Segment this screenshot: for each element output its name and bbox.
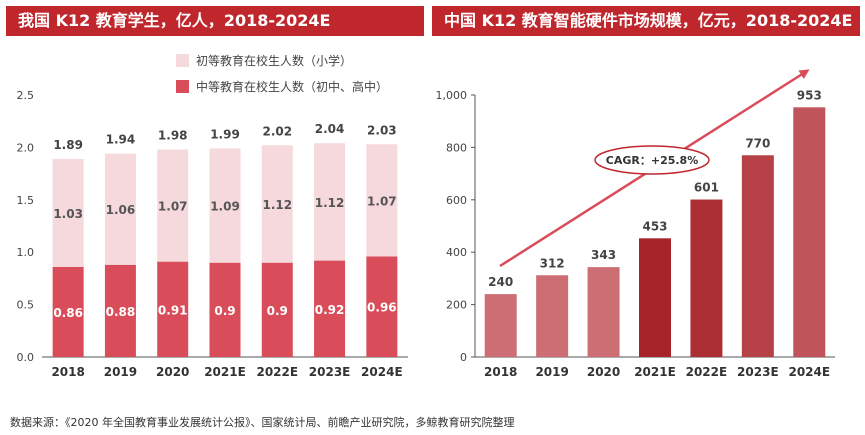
- legend-swatch: [176, 80, 189, 93]
- market-bar: [639, 238, 671, 357]
- y-tick-label: 1.0: [17, 246, 35, 259]
- data-label-total: 2.03: [367, 123, 397, 137]
- x-tick-label: 2019: [104, 365, 137, 379]
- bar-segment-primary: [366, 144, 398, 257]
- y-tick-label: 1.5: [17, 194, 35, 207]
- legend-label: 中等教育在校生人数（初中、高中）: [196, 79, 388, 94]
- left-chart-title: 我国 K12 教育学生，亿人，2018-2024E: [6, 6, 424, 36]
- y-tick-label: 600: [446, 194, 467, 207]
- x-tick-label: 2018: [484, 365, 517, 379]
- data-label-primary: 1.07: [367, 194, 397, 208]
- y-tick-label: 0.0: [17, 351, 35, 364]
- bar-segment-secondary: [104, 264, 136, 357]
- data-label-secondary: 0.91: [158, 303, 188, 317]
- y-tick-label: 0.5: [17, 299, 35, 312]
- data-label-value: 312: [540, 256, 565, 270]
- data-label-value: 601: [694, 181, 719, 195]
- source-note: 数据来源：《2020 年全国教育事业发展统计公报》、国家统计局、前瞻产业研究院，…: [10, 416, 515, 429]
- bar-segment-primary: [52, 158, 84, 267]
- x-tick-label: 2024E: [361, 365, 403, 379]
- right-chart-title: 中国 K12 教育智能硬件市场规模，亿元，2018-2024E: [432, 6, 860, 36]
- y-tick-label: 400: [446, 246, 467, 259]
- x-tick-label: 2022E: [686, 365, 728, 379]
- data-label-primary: 1.06: [106, 203, 136, 217]
- data-label-total: 1.99: [210, 127, 240, 141]
- bar-segment-primary: [157, 149, 189, 262]
- data-label-primary: 1.03: [53, 207, 83, 221]
- y-tick-label: 2.5: [17, 89, 35, 102]
- data-label-secondary: 0.9: [214, 304, 235, 318]
- data-label-value: 240: [488, 275, 513, 289]
- y-tick-label: 0: [460, 351, 467, 364]
- y-tick-label: 200: [446, 299, 467, 312]
- bar-segment-secondary: [366, 256, 398, 357]
- x-tick-label: 2020: [156, 365, 189, 379]
- bar-segment-secondary: [52, 266, 84, 357]
- data-label-secondary: 0.9: [267, 304, 288, 318]
- y-tick-label: 2.0: [17, 141, 35, 154]
- x-tick-label: 2020: [587, 365, 620, 379]
- data-label-secondary: 0.92: [315, 303, 345, 317]
- bar-segment-primary: [261, 145, 293, 263]
- market-bar: [536, 275, 569, 357]
- data-label-total: 2.04: [315, 122, 345, 136]
- data-label-primary: 1.12: [315, 196, 345, 210]
- x-tick-label: 2018: [51, 365, 84, 379]
- data-label-total: 1.89: [53, 138, 83, 152]
- market-bar: [484, 294, 517, 357]
- market-size-bar-chart: 0 200 400 600 800 1,000 240 2018 312 2019 343 2020 4…: [436, 69, 835, 379]
- data-label-total: 1.94: [106, 133, 136, 147]
- market-bar: [587, 267, 620, 357]
- students-stacked-bar-chart: 0.0 0.5 1.0 1.5 2.0 2.5 0.86 1.03 1.89 2018 0.88 1.…: [17, 53, 408, 379]
- bar-segment-primary: [314, 143, 346, 261]
- y-tick-label: 1,000: [436, 89, 468, 102]
- bar-segment-secondary: [157, 261, 189, 357]
- data-label-secondary: 0.96: [367, 301, 397, 315]
- bar-segment-secondary: [261, 262, 293, 357]
- legend-label: 初等教育在校生人数（小学）: [196, 53, 352, 68]
- x-tick-label: 2021E: [634, 365, 676, 379]
- y-tick-label: 800: [446, 141, 467, 154]
- bar-segment-secondary: [209, 262, 241, 357]
- bar-segment-secondary: [314, 260, 346, 357]
- cagr-label: CAGR：+25.8%: [606, 154, 698, 167]
- data-label-value: 343: [591, 248, 616, 262]
- x-tick-label: 2021E: [204, 365, 246, 379]
- data-label-total: 2.02: [262, 124, 292, 138]
- x-tick-label: 2022E: [256, 365, 298, 379]
- data-label-value: 770: [745, 136, 770, 150]
- x-tick-label: 2023E: [309, 365, 351, 379]
- bar-segment-primary: [104, 153, 136, 265]
- market-bar: [793, 107, 826, 358]
- data-label-secondary: 0.86: [53, 306, 83, 320]
- data-label-primary: 1.07: [158, 200, 188, 214]
- x-tick-label: 2023E: [737, 365, 779, 379]
- data-label-primary: 1.12: [262, 198, 292, 212]
- data-label-primary: 1.09: [210, 200, 240, 214]
- data-label-total: 1.98: [158, 128, 188, 142]
- market-bar: [741, 155, 774, 357]
- data-label-secondary: 0.88: [106, 305, 136, 319]
- data-label-value: 953: [797, 88, 822, 102]
- data-label-value: 453: [642, 219, 667, 233]
- x-tick-label: 2019: [535, 365, 568, 379]
- market-bar: [690, 199, 723, 357]
- legend-swatch: [176, 54, 189, 67]
- x-tick-label: 2024E: [788, 365, 830, 379]
- bar-segment-primary: [209, 148, 241, 263]
- cagr-oval: [594, 145, 710, 175]
